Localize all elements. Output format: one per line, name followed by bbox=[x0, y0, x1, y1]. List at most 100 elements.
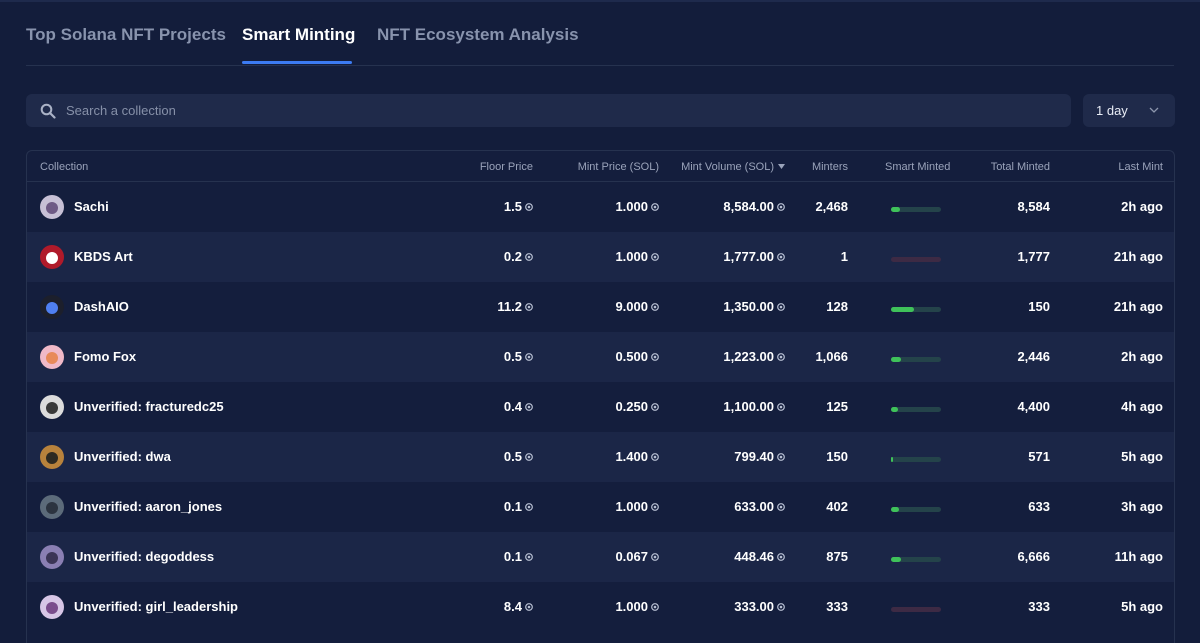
tab-nft-ecosystem-analysis[interactable]: NFT Ecosystem Analysis bbox=[377, 25, 579, 44]
active-tab-indicator bbox=[242, 61, 352, 64]
last-mint-value: 2h ago bbox=[1121, 349, 1163, 364]
mint-price-value: 1.000 bbox=[615, 499, 648, 514]
collection-name[interactable]: DashAIO bbox=[74, 299, 129, 314]
collection-name[interactable]: Sachi bbox=[74, 199, 109, 214]
mint-price-value: 0.250 bbox=[615, 399, 648, 414]
collection-avatar bbox=[40, 495, 64, 519]
collection-name[interactable]: Unverified: degoddess bbox=[74, 549, 215, 564]
mint-price-cell: 1.000 bbox=[615, 249, 659, 264]
minters-value: 333 bbox=[826, 599, 848, 614]
table-row[interactable]: DashAIO 11.2 9.000 1,350.00 128 150 21h ago bbox=[27, 282, 1174, 332]
sol-icon bbox=[777, 603, 785, 611]
sol-icon bbox=[651, 553, 659, 561]
column-header-mint-price[interactable]: Mint Price (SOL) bbox=[577, 161, 659, 173]
table-row[interactable]: Unverified: girl_leadership 8.4 1.000 333.0… bbox=[27, 582, 1174, 632]
dashaio-avatar bbox=[46, 302, 58, 314]
floor-price-value: 8.4 bbox=[503, 599, 522, 614]
column-header-last-mint[interactable]: Last Mint bbox=[1118, 161, 1163, 173]
last-mint-value: 21h ago bbox=[1113, 249, 1163, 264]
fracturedc25-avatar bbox=[46, 402, 58, 414]
mint-volume-value: 8,584.00 bbox=[723, 199, 774, 214]
column-header-floor-price[interactable]: Floor Price bbox=[479, 161, 533, 173]
mint-price-value: 1.000 bbox=[615, 199, 648, 214]
mint-volume-cell: 448.46 bbox=[734, 549, 785, 564]
table-row[interactable]: Sachi 1.5 1.000 8,584.00 2,468 8,584 2h ago bbox=[27, 182, 1174, 232]
kbds-avatar bbox=[46, 252, 58, 264]
total-minted-value: 571 bbox=[1028, 449, 1050, 464]
collection-name[interactable]: KBDS Art bbox=[74, 249, 133, 264]
total-minted-value: 633 bbox=[1028, 499, 1050, 514]
sol-icon bbox=[777, 303, 785, 311]
last-mint-value: 2h ago bbox=[1121, 199, 1163, 214]
sol-icon bbox=[525, 303, 533, 311]
time-range-select[interactable]: 1 day bbox=[1083, 94, 1175, 127]
tab-top-solana-nft-projects[interactable]: Top Solana NFT Projects bbox=[26, 25, 226, 44]
collection-avatar bbox=[40, 345, 64, 369]
floor-price-value: 0.1 bbox=[503, 549, 522, 564]
last-mint-value: 5h ago bbox=[1121, 449, 1163, 464]
smart-minted-bar bbox=[891, 207, 941, 212]
collection-name[interactable]: Fomo Fox bbox=[74, 349, 137, 364]
smart-minted-bar bbox=[891, 307, 941, 312]
sol-icon bbox=[525, 353, 533, 361]
table-header: Collection Floor Price Mint Price (SOL) … bbox=[27, 151, 1174, 182]
collection-avatar bbox=[40, 295, 64, 319]
mint-volume-cell: 1,350.00 bbox=[723, 299, 785, 314]
collection-avatar bbox=[40, 245, 64, 269]
column-header-collection[interactable]: Collection bbox=[40, 161, 89, 173]
collection-avatar bbox=[40, 595, 64, 619]
table-row[interactable]: Unverified: fracturedc25 0.4 0.250 1,100.00… bbox=[27, 382, 1174, 432]
collection-name[interactable]: Unverified: aaron_jones bbox=[74, 499, 223, 514]
mint-volume-cell: 8,584.00 bbox=[723, 199, 785, 214]
total-minted-value: 4,400 bbox=[1017, 399, 1050, 414]
column-header-minters[interactable]: Minters bbox=[811, 161, 848, 173]
sol-icon bbox=[651, 203, 659, 211]
sol-icon bbox=[651, 453, 659, 461]
search-bar[interactable] bbox=[26, 94, 1071, 127]
floor-price-value: 0.4 bbox=[503, 399, 522, 414]
aaron-jones-avatar bbox=[46, 502, 58, 514]
sol-icon bbox=[651, 603, 659, 611]
mint-volume-value: 333.00 bbox=[734, 599, 774, 614]
table-row[interactable]: Unverified: aaron_jones 0.1 1.000 633.00 402… bbox=[27, 482, 1174, 532]
mint-price-cell: 0.067 bbox=[615, 549, 659, 564]
floor-price-cell: 0.1 bbox=[504, 549, 533, 564]
mint-volume-value: 1,223.00 bbox=[723, 349, 774, 364]
collection-name[interactable]: Unverified: fracturedc25 bbox=[74, 399, 224, 414]
minters-value: 402 bbox=[826, 499, 848, 514]
tab-smart-minting[interactable]: Smart Minting bbox=[242, 25, 356, 44]
collection-name[interactable]: Unverified: girl_leadership bbox=[74, 599, 238, 614]
floor-price-cell: 0.4 bbox=[504, 399, 533, 414]
minters-value: 875 bbox=[826, 549, 848, 564]
column-header-mint-volume[interactable]: Mint Volume (SOL) bbox=[681, 161, 785, 173]
column-header-smart-minted[interactable]: Smart Minted bbox=[885, 161, 951, 173]
collections-table: Collection Floor Price Mint Price (SOL) … bbox=[26, 150, 1175, 643]
floor-price-cell: 0.5 bbox=[504, 449, 533, 464]
table-row[interactable]: Unverified: dwa 0.5 1.400 799.40 150 571 5h ag… bbox=[27, 432, 1174, 482]
smart-minted-bar-fill bbox=[891, 407, 898, 412]
mint-price-cell: 1.000 bbox=[615, 499, 659, 514]
mint-volume-cell: 633.00 bbox=[734, 499, 785, 514]
sol-icon bbox=[777, 203, 785, 211]
last-mint-value: 21h ago bbox=[1113, 299, 1163, 314]
mint-price-value: 9.000 bbox=[615, 299, 648, 314]
sol-icon bbox=[525, 553, 533, 561]
search-input[interactable] bbox=[66, 94, 1056, 127]
table-row[interactable]: KBDS Art 0.2 1.000 1,777.00 1 1,777 21h ago bbox=[27, 232, 1174, 282]
smart-minted-bar-fill bbox=[891, 457, 893, 462]
column-header-total-minted[interactable]: Total Minted bbox=[990, 161, 1050, 173]
sol-icon bbox=[777, 253, 785, 261]
mint-volume-value: 799.40 bbox=[734, 449, 774, 464]
minters-value: 150 bbox=[826, 449, 848, 464]
mint-volume-cell: 1,777.00 bbox=[723, 249, 785, 264]
mint-volume-header-label: Mint Volume (SOL) bbox=[681, 161, 774, 173]
mint-volume-value: 633.00 bbox=[734, 499, 774, 514]
table-row[interactable]: Fomo Fox 0.5 0.500 1,223.00 1,066 2,446 2h ago bbox=[27, 332, 1174, 382]
smart-minted-bar bbox=[891, 607, 941, 612]
collection-name[interactable]: Unverified: dwa bbox=[74, 449, 171, 464]
minters-value: 1,066 bbox=[815, 349, 848, 364]
sol-icon bbox=[651, 403, 659, 411]
table-row[interactable]: Unverified: degoddess 0.1 0.067 448.46 875 6,… bbox=[27, 532, 1174, 582]
sol-icon bbox=[777, 503, 785, 511]
collection-avatar bbox=[40, 545, 64, 569]
